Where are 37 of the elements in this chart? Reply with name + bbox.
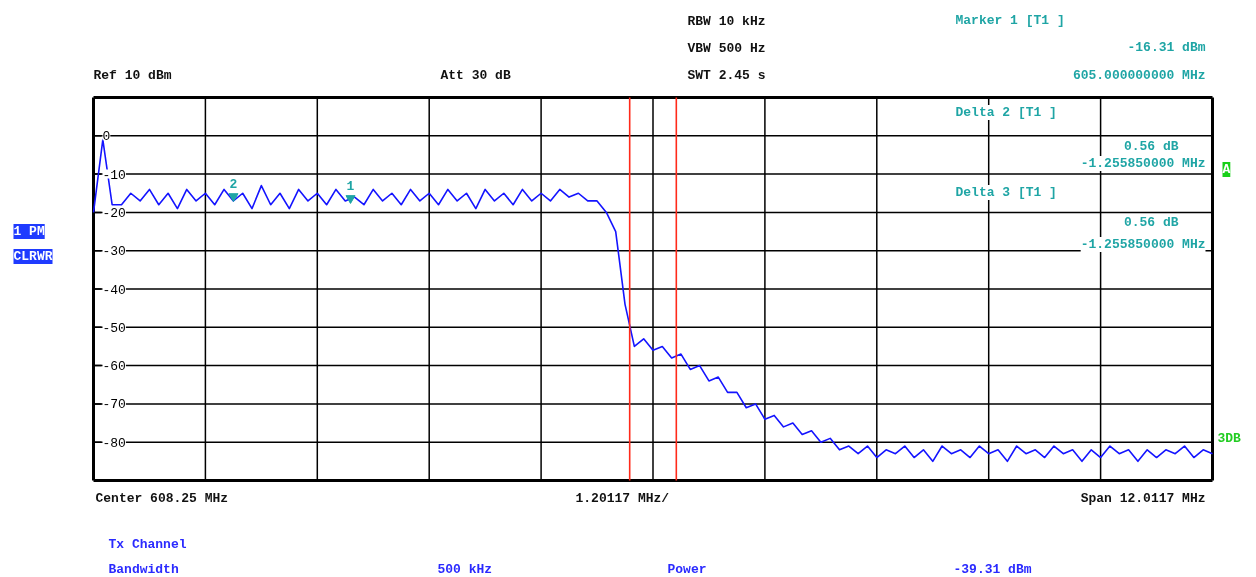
text: 1 PM [13,224,45,239]
text: SWT 2.45 s [687,68,766,83]
text: Center 608.25 MHz [95,491,229,506]
text: Span 12.0117 MHz [1080,491,1206,506]
annotation: 1 [346,179,355,195]
annotation: Delta 3 [T1 ] [955,185,1057,200]
text: 1.20117 MHz/ [575,491,670,506]
text: Bandwidth [108,562,179,577]
text: Tx Channel [108,537,187,552]
y-tick-label: 0 [102,129,111,145]
y-tick-label: -20 [102,205,126,221]
annotation: 0.56 dB [1123,139,1179,154]
text: -39.31 dBm [953,562,1032,577]
annotation: 2 [229,177,238,193]
text: 3DB [1217,431,1242,446]
annotation: -1.255850000 MHz [1080,156,1206,171]
text: VBW 500 Hz [687,41,766,56]
y-tick-label: -70 [102,397,126,413]
text: Power [667,562,707,577]
annotation: Delta 2 [T1 ] [955,105,1057,120]
y-tick-label: -80 [102,435,126,451]
text: RBW 10 kHz [687,14,766,29]
y-tick-label: -30 [102,244,126,260]
text: A [1222,162,1231,177]
text: Marker 1 [T1 ] [955,13,1065,28]
text: Ref 10 dBm [93,68,172,83]
annotation: 0.56 dB [1123,215,1179,230]
y-tick-label: -50 [102,320,126,336]
y-tick-label: -60 [102,359,126,375]
text: Att 30 dB [440,68,511,83]
annotation: -1.255850000 MHz [1080,237,1206,252]
text: 605.000000000 MHz [1072,68,1206,83]
y-tick-label: -40 [102,282,126,298]
text: -16.31 dBm [1127,40,1206,55]
text: CLRWR [13,249,53,264]
text: 500 kHz [437,562,493,577]
y-tick-label: -10 [102,167,126,183]
